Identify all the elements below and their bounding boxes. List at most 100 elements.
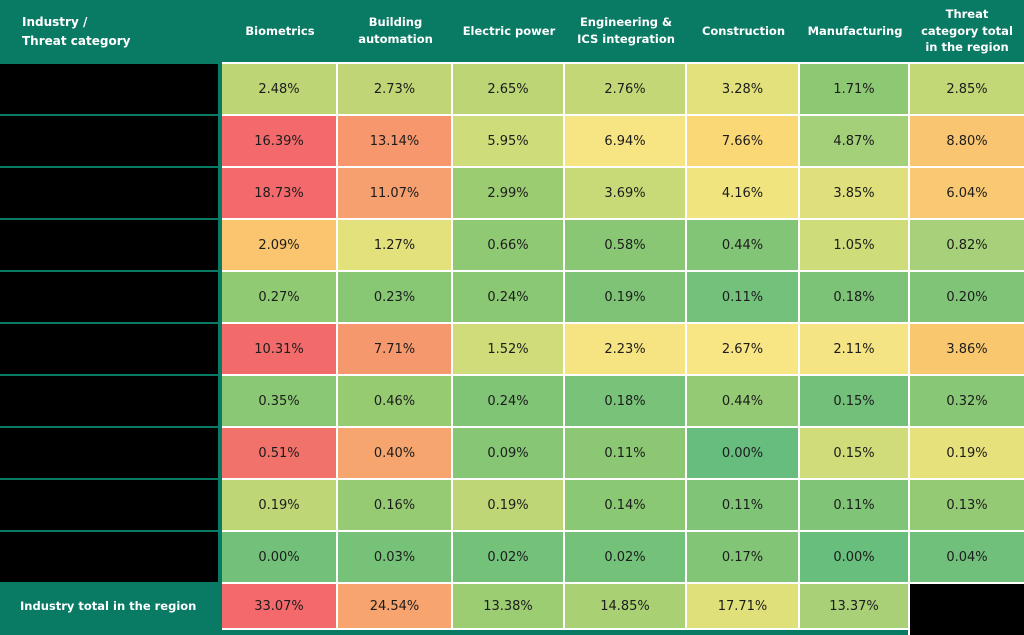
- heatmap-cell: 0.00%: [800, 532, 908, 582]
- heatmap-cell: 0.23%: [338, 272, 451, 322]
- heatmap-cell: 0.24%: [453, 272, 563, 322]
- heatmap-cell: 11.07%: [338, 168, 451, 218]
- industry-total-cell: 24.54%: [338, 584, 451, 628]
- column-header: Building automation: [358, 15, 433, 46]
- heatmap-cell: 0.24%: [453, 376, 563, 426]
- heatmap-cell: 0.40%: [338, 428, 451, 478]
- column-header: Biometrics: [245, 23, 315, 38]
- redacted-row-label: [0, 376, 218, 426]
- heatmap-cell: 6.04%: [910, 168, 1024, 218]
- heatmap-cell: 0.13%: [910, 480, 1024, 530]
- heatmap-cell: 2.73%: [338, 64, 451, 114]
- bottom-border-strip: [222, 630, 908, 635]
- heatmap-cell: 6.94%: [565, 116, 685, 166]
- heatmap-cell: 0.58%: [565, 220, 685, 270]
- heatmap-grid: 2.48% 2.73% 2.65% 2.76% 3.28% 1.71% 2.85% 16.39…: [222, 64, 1024, 635]
- heatmap-cell: 10.31%: [222, 324, 336, 374]
- industry-total-cell: 33.07%: [222, 584, 336, 628]
- column-header: Manufacturing: [807, 23, 903, 38]
- heatmap-cell: 0.18%: [800, 272, 908, 322]
- heatmap-cell: 0.51%: [222, 428, 336, 478]
- heatmap-cell: 3.69%: [565, 168, 685, 218]
- redacted-row-labels: [0, 64, 222, 582]
- heatmap-cell: 3.86%: [910, 324, 1024, 374]
- heatmap-cell: 0.16%: [338, 480, 451, 530]
- redacted-row-label: [0, 428, 218, 478]
- heatmap-cell: 0.02%: [565, 532, 685, 582]
- redacted-row-label: [0, 480, 218, 530]
- heatmap-cell: 1.27%: [338, 220, 451, 270]
- redacted-row-label: [0, 272, 218, 322]
- corner-header: Industry / Threat category: [22, 15, 131, 48]
- redacted-row-label: [0, 324, 218, 374]
- heatmap-cell: 18.73%: [222, 168, 336, 218]
- heatmap-cell: 0.20%: [910, 272, 1024, 322]
- heatmap-cell: 0.35%: [222, 376, 336, 426]
- heatmap-cell: 4.87%: [800, 116, 908, 166]
- label-column: Industry / Threat category Industry tota…: [0, 0, 222, 635]
- heatmap-cell: 2.09%: [222, 220, 336, 270]
- industry-total-cell: 17.71%: [687, 584, 798, 628]
- heatmap-cell: 0.00%: [687, 428, 798, 478]
- heatmap-cell: 2.85%: [910, 64, 1024, 114]
- column-header: Threat category total in the region: [921, 6, 1013, 55]
- heatmap-cell: 0.02%: [453, 532, 563, 582]
- heatmap-cell: 4.16%: [687, 168, 798, 218]
- heatmap-cell: 0.82%: [910, 220, 1024, 270]
- heatmap-cell: 7.71%: [338, 324, 451, 374]
- heatmap-cell: 2.76%: [565, 64, 685, 114]
- column-header: Construction: [701, 23, 786, 38]
- heatmap-cell: 16.39%: [222, 116, 336, 166]
- heatmap-cell: 2.67%: [687, 324, 798, 374]
- column-header: Engineering & ICS integration: [577, 15, 675, 46]
- heatmap-cell: 0.19%: [453, 480, 563, 530]
- heatmap-cell: 0.19%: [910, 428, 1024, 478]
- heatmap-cell: 0.19%: [565, 272, 685, 322]
- industry-total-cell: 13.38%: [453, 584, 563, 628]
- heatmap-cell: 2.99%: [453, 168, 563, 218]
- heatmap-cell: 13.14%: [338, 116, 451, 166]
- heatmap-cell: 2.23%: [565, 324, 685, 374]
- heatmap-cell: 0.27%: [222, 272, 336, 322]
- heatmap-cell: 0.14%: [565, 480, 685, 530]
- heatmap-cell: 8.80%: [910, 116, 1024, 166]
- heatmap-cell: 3.28%: [687, 64, 798, 114]
- heatmap-cell: 0.18%: [565, 376, 685, 426]
- redacted-total-cell: [910, 584, 1024, 635]
- industry-total-cell: 14.85%: [565, 584, 685, 628]
- heatmap-cell: 0.66%: [453, 220, 563, 270]
- heatmap-cell: 0.00%: [222, 532, 336, 582]
- heatmap-cell: 0.11%: [687, 272, 798, 322]
- heatmap-cell: 0.44%: [687, 220, 798, 270]
- industry-total-label: Industry total in the region: [20, 599, 197, 613]
- heatmap-cell: 0.11%: [565, 428, 685, 478]
- heatmap-cell: 0.32%: [910, 376, 1024, 426]
- heatmap-cell: 0.11%: [800, 480, 908, 530]
- industry-total-cell: 13.37%: [800, 584, 908, 628]
- heatmap-cell: 0.15%: [800, 376, 908, 426]
- heatmap-cell: 7.66%: [687, 116, 798, 166]
- heatmap-cell: 5.95%: [453, 116, 563, 166]
- heatmap-cell: 2.48%: [222, 64, 336, 114]
- heatmap-cell: 0.19%: [222, 480, 336, 530]
- redacted-row-label: [0, 64, 218, 114]
- heatmap-cell: 3.85%: [800, 168, 908, 218]
- heatmap-cell: 2.65%: [453, 64, 563, 114]
- redacted-row-label: [0, 168, 218, 218]
- heatmap-cell: 1.52%: [453, 324, 563, 374]
- header-row: Biometrics Building automation Electric po…: [222, 0, 1024, 62]
- heatmap-cell: 0.09%: [453, 428, 563, 478]
- redacted-row-label: [0, 116, 218, 166]
- heatmap-cell: 0.04%: [910, 532, 1024, 582]
- redacted-row-label: [0, 532, 218, 582]
- column-header: Electric power: [462, 23, 556, 38]
- heatmap-cell: 0.15%: [800, 428, 908, 478]
- heatmap-cell: 0.03%: [338, 532, 451, 582]
- heatmap-cell: 1.71%: [800, 64, 908, 114]
- heatmap-cell: 1.05%: [800, 220, 908, 270]
- heatmap-cell: 0.46%: [338, 376, 451, 426]
- redacted-row-label: [0, 220, 218, 270]
- heatmap-cell: 0.17%: [687, 532, 798, 582]
- heatmap-cell: 2.11%: [800, 324, 908, 374]
